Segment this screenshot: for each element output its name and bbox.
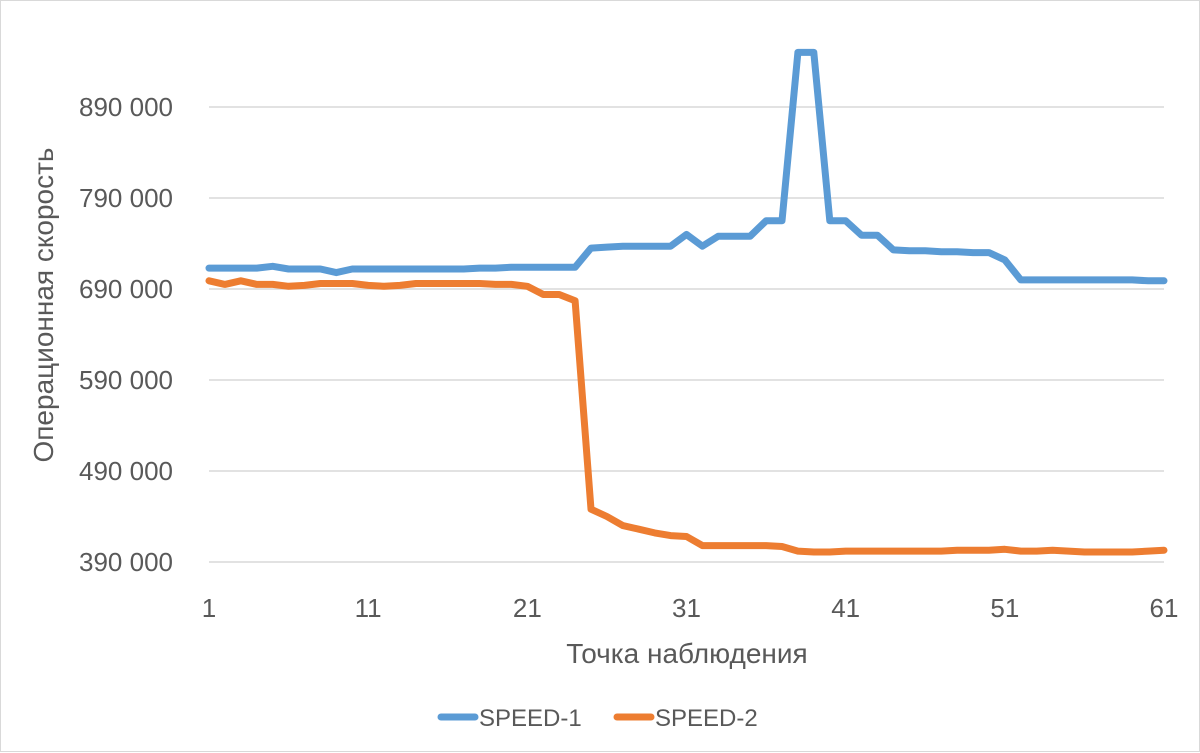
x-tick-label: 31: [672, 593, 701, 623]
series-line-speed-1: [205, 48, 1168, 285]
x-tick-label: 41: [831, 593, 860, 623]
legend-label: SPEED-2: [655, 705, 758, 732]
y-tick-label: 490 000: [79, 456, 173, 486]
series-line-speed-2: [205, 277, 1168, 556]
x-tick-label: 51: [990, 593, 1019, 623]
series-lines: [205, 48, 1168, 556]
legend-label: SPEED-1: [479, 705, 582, 732]
y-tick-label: 690 000: [79, 274, 173, 304]
x-tick-label: 1: [202, 593, 216, 623]
legend: SPEED-1 SPEED-2: [437, 705, 758, 732]
y-tick-label: 390 000: [79, 547, 173, 577]
y-tick-label: 890 000: [79, 92, 173, 122]
x-tick-label: 21: [513, 593, 542, 623]
y-axis-ticks: 390 000 490 000 590 000 690 000 790 000 890 0…: [79, 92, 173, 577]
x-axis-ticks: 1 11 21 31 41 51 61: [202, 593, 1179, 623]
x-tick-label: 11: [355, 593, 382, 623]
x-axis-title: Точка наблюдения: [566, 638, 807, 669]
x-tick-label: 61: [1150, 593, 1179, 623]
y-tick-label: 590 000: [79, 365, 173, 395]
y-tick-label: 790 000: [79, 183, 173, 213]
y-axis-title: Операционная скорость: [28, 147, 59, 462]
gridlines: [209, 106, 1164, 472]
